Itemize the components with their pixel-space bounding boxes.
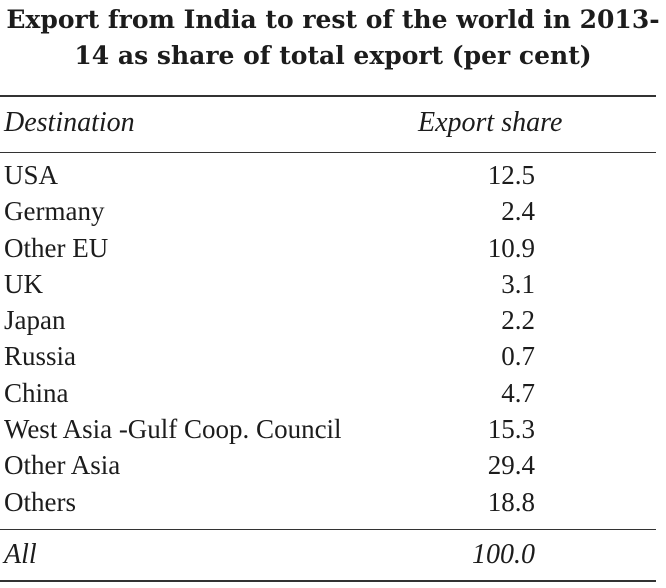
total-label: All bbox=[4, 539, 37, 570]
row-destination: Other Asia bbox=[4, 450, 121, 481]
table-body: USA 12.5 Germany 2.4 Other EU 10.9 UK 3.… bbox=[0, 157, 656, 520]
row-destination: Germany bbox=[4, 196, 105, 227]
total-value: 100.0 bbox=[472, 539, 535, 570]
table-row: Germany 2.4 bbox=[0, 193, 656, 229]
row-export-share: 29.4 bbox=[487, 450, 535, 481]
row-export-share: 12.5 bbox=[487, 160, 535, 190]
row-export-share: 2.4 bbox=[501, 196, 535, 227]
table-row: Other Asia 29.4 bbox=[0, 447, 656, 483]
total-row: All 100.0 bbox=[0, 534, 656, 576]
table-row: Other EU 10.9 bbox=[0, 230, 656, 266]
table-row: Others 18.8 bbox=[0, 484, 656, 520]
row-export-share: 2.2 bbox=[501, 305, 535, 336]
row-export-share: 0.7 bbox=[501, 341, 535, 372]
row-destination: West Asia -Gulf Coop. Council bbox=[4, 414, 342, 445]
table-title: Export from India to rest of the world i… bbox=[6, 5, 660, 70]
row-destination: Others bbox=[4, 486, 76, 517]
row-destination: Russia bbox=[4, 341, 77, 372]
row-export-share: 4.7 bbox=[501, 377, 535, 408]
row-destination: UK bbox=[4, 268, 43, 299]
row-destination: USA bbox=[4, 160, 59, 190]
row-export-share: 3.1 bbox=[501, 268, 535, 299]
table-row: West Asia -Gulf Coop. Council 15.3 bbox=[0, 411, 656, 447]
row-destination: Other EU bbox=[4, 232, 109, 263]
row-export-share: 18.8 bbox=[487, 486, 535, 517]
table-row: UK 3.1 bbox=[0, 266, 656, 302]
column-header-export-share: Export share bbox=[418, 107, 563, 138]
column-header-destination: Destination bbox=[4, 107, 135, 138]
top-rule bbox=[0, 95, 656, 97]
header-rule bbox=[0, 152, 656, 153]
table-row: Russia 0.7 bbox=[0, 338, 656, 374]
row-destination: Japan bbox=[4, 305, 66, 336]
bottom-rule bbox=[0, 580, 656, 582]
row-export-share: 15.3 bbox=[487, 414, 535, 445]
table-row: Japan 2.2 bbox=[0, 302, 656, 338]
row-export-share: 10.9 bbox=[487, 232, 535, 263]
total-rule bbox=[0, 529, 656, 530]
row-destination: China bbox=[4, 377, 69, 408]
table-row: China 4.7 bbox=[0, 375, 656, 411]
table-row: USA 12.5 bbox=[0, 157, 656, 193]
